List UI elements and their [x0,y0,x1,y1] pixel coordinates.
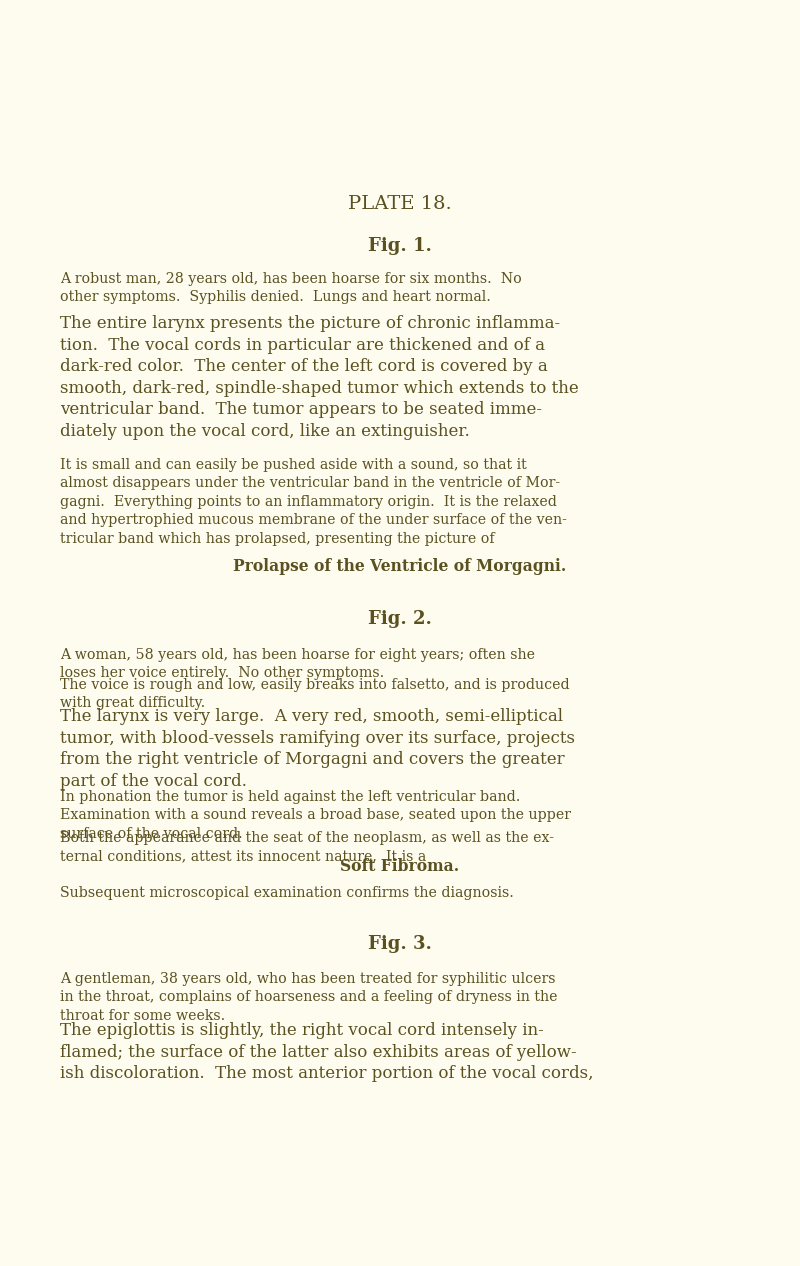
Text: Both the appearance and the seat of the neoplasm, as well as the ex-
ternal cond: Both the appearance and the seat of the … [60,830,554,863]
Text: The voice is rough and low, easily breaks into falsetto, and is produced
with gr: The voice is rough and low, easily break… [60,679,570,710]
Text: The larynx is very large.  A very red, smooth, semi-elliptical
tumor, with blood: The larynx is very large. A very red, sm… [60,708,575,790]
Text: The entire larynx presents the picture of chronic inflamma-
tion.  The vocal cor: The entire larynx presents the picture o… [60,315,578,439]
Text: A gentleman, 38 years old, who has been treated for syphilitic ulcers
in the thr: A gentleman, 38 years old, who has been … [60,972,558,1023]
Text: The epiglottis is slightly, the right vocal cord intensely in-
flamed; the surfa: The epiglottis is slightly, the right vo… [60,1022,594,1082]
Text: A woman, 58 years old, has been hoarse for eight years; often she
loses her voic: A woman, 58 years old, has been hoarse f… [60,648,535,680]
Text: Fig. 3.: Fig. 3. [368,936,432,953]
Text: It is small and can easily be pushed aside with a sound, so that it
almost disap: It is small and can easily be pushed asi… [60,458,567,546]
Text: In phonation the tumor is held against the left ventricular band.
Examination wi: In phonation the tumor is held against t… [60,790,571,841]
Text: A robust man, 28 years old, has been hoarse for six months.  No
other symptoms. : A robust man, 28 years old, has been hoa… [60,272,522,304]
Text: Prolapse of the Ventricle of Morgagni.: Prolapse of the Ventricle of Morgagni. [234,558,566,575]
Text: PLATE 18.: PLATE 18. [348,195,452,213]
Text: Subsequent microscopical examination confirms the diagnosis.: Subsequent microscopical examination con… [60,886,514,900]
Text: Fig. 1.: Fig. 1. [368,237,432,254]
Text: Fig. 2.: Fig. 2. [368,610,432,628]
Text: Soft Fibroma.: Soft Fibroma. [341,858,459,875]
